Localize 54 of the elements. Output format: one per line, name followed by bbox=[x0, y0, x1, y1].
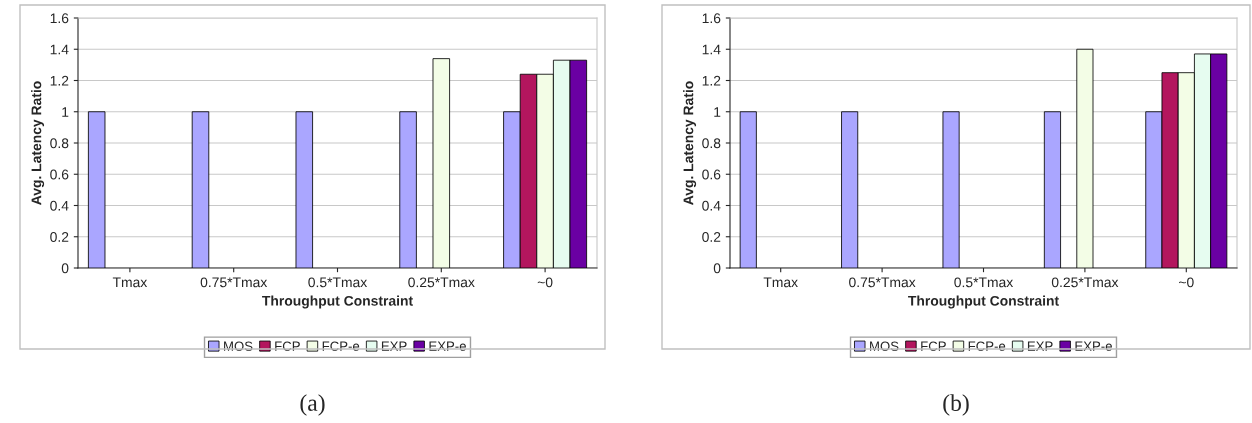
y-tick-label: 0.4 bbox=[702, 200, 721, 211]
bar bbox=[432, 58, 451, 268]
y-tick-label: 1.6 bbox=[50, 13, 69, 24]
bar bbox=[295, 111, 314, 268]
y-tick-label: 0.2 bbox=[50, 232, 69, 242]
y-axis-title: Avg. Latency Ratio bbox=[683, 81, 697, 205]
legend-label: EXP bbox=[1027, 341, 1053, 351]
text: (b) bbox=[943, 394, 969, 416]
y-tick-label: 0.6 bbox=[50, 169, 69, 180]
x-tick-label: 0.5*Tmax bbox=[954, 277, 1014, 288]
legend-label: EXP-e bbox=[1075, 341, 1112, 351]
legend-label: FCP bbox=[921, 341, 946, 351]
x-axis-title: Throughput Constraint bbox=[908, 295, 1059, 309]
y-tick-label: 1.6 bbox=[702, 13, 721, 24]
bar bbox=[399, 111, 417, 268]
text: (a) bbox=[300, 394, 325, 416]
y-tick-label: 0.8 bbox=[50, 138, 69, 149]
legend-label: MOS bbox=[224, 341, 253, 351]
y-tick-label: 1 bbox=[62, 107, 69, 117]
bar bbox=[1043, 111, 1061, 268]
y-tick-label: 0.4 bbox=[50, 200, 69, 211]
y-tick-label: 0.8 bbox=[702, 138, 721, 149]
bar bbox=[841, 111, 859, 268]
legend-label: MOS bbox=[870, 341, 899, 351]
legend-label: FCP-e bbox=[322, 341, 360, 351]
y-tick-label: 1.2 bbox=[50, 75, 69, 86]
legend-label: EXP-e bbox=[429, 341, 466, 351]
y-tick-label: 0.6 bbox=[702, 169, 721, 180]
y-tick-label: 1.2 bbox=[702, 75, 721, 86]
bar bbox=[191, 111, 210, 268]
x-tick-label: Tmax bbox=[763, 277, 798, 288]
y-tick-label: 0.2 bbox=[702, 232, 721, 242]
x-tick-label: 0.75*Tmax bbox=[200, 277, 268, 288]
y-tick-label: 0 bbox=[713, 263, 721, 274]
y-axis-title: Avg. Latency Ratio bbox=[31, 81, 45, 205]
x-tick-label: Tmax bbox=[112, 277, 148, 288]
y-tick-label: 0 bbox=[61, 263, 69, 274]
legend-label: FCP-e bbox=[968, 341, 1006, 351]
y-tick-label: 1 bbox=[714, 107, 721, 117]
legend-label: FCP bbox=[275, 341, 300, 351]
bar bbox=[1076, 48, 1094, 268]
x-tick-label: ~0 bbox=[537, 277, 553, 288]
x-tick-label: ~0 bbox=[1179, 277, 1194, 288]
y-tick-label: 1.4 bbox=[702, 44, 721, 55]
bar bbox=[87, 111, 106, 268]
x-tick-label: 0.5*Tmax bbox=[308, 277, 368, 288]
y-tick-label: 1.4 bbox=[50, 44, 69, 55]
x-tick-label: 0.75*Tmax bbox=[849, 277, 916, 288]
x-tick-label: 0.25*Tmax bbox=[1051, 277, 1119, 288]
bar bbox=[942, 111, 960, 268]
x-axis-title: Throughput Constraint bbox=[262, 295, 413, 309]
bar bbox=[739, 111, 757, 268]
legend-label: EXP bbox=[381, 341, 407, 351]
x-tick-label: 0.25*Tmax bbox=[408, 277, 475, 288]
